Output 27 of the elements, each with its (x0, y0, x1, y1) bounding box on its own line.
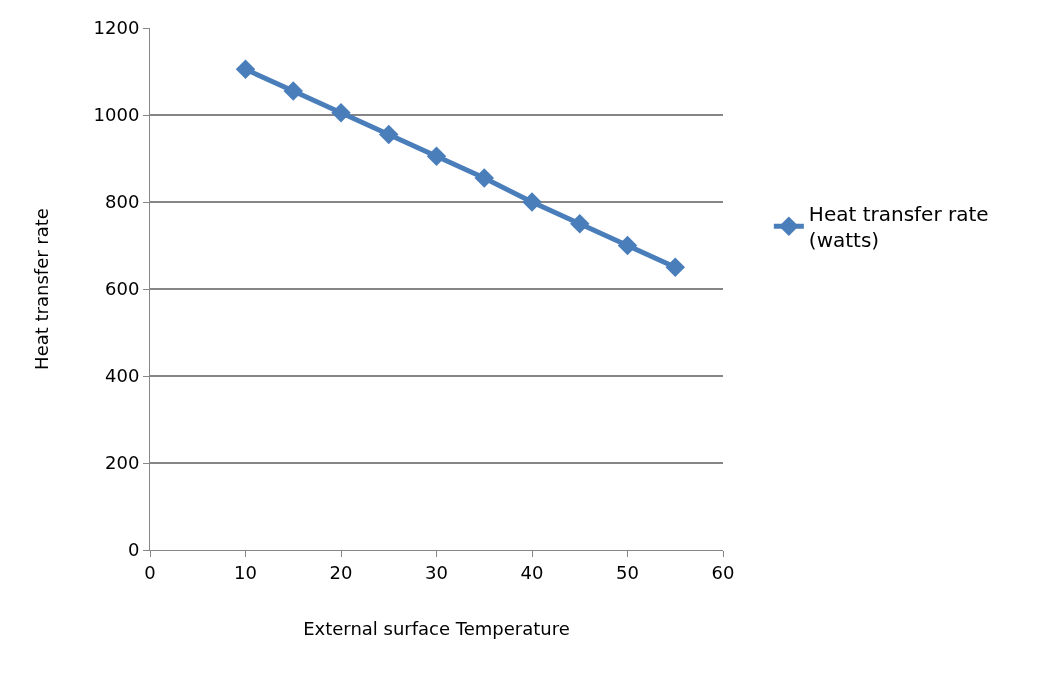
point (522, 192, 542, 212)
point (235, 59, 256, 80)
point (617, 235, 638, 256)
point (379, 124, 399, 145)
y-axis-title: Heat transfer rate (30, 208, 52, 370)
point (331, 103, 351, 123)
x-tick-label: 10 (234, 561, 257, 583)
x-tick-label: 60 (711, 561, 735, 583)
x-tick-label: 0 (144, 561, 156, 583)
x-tick-label: 20 (329, 561, 353, 583)
x-tick-label: 50 (616, 561, 639, 583)
point (283, 81, 303, 101)
y-tick-label: 400 (105, 365, 140, 387)
y-tick-label: 0 (127, 539, 140, 561)
point (474, 168, 494, 188)
y-tick-label: 600 (105, 278, 140, 300)
y-tick-label: 200 (105, 452, 140, 474)
y-tick-label: 1200 (93, 17, 140, 39)
x-tick-label: 40 (520, 561, 544, 583)
point (570, 214, 590, 234)
point (665, 257, 685, 277)
y-tick-label: 800 (105, 191, 140, 213)
x-tick-label: 30 (425, 561, 448, 583)
x-axis-title: External surface Temperature (303, 617, 570, 639)
point (426, 146, 447, 167)
legend-label: Heat transfer rate (watts) (808, 202, 989, 253)
y-tick-label: 1000 (93, 104, 140, 126)
